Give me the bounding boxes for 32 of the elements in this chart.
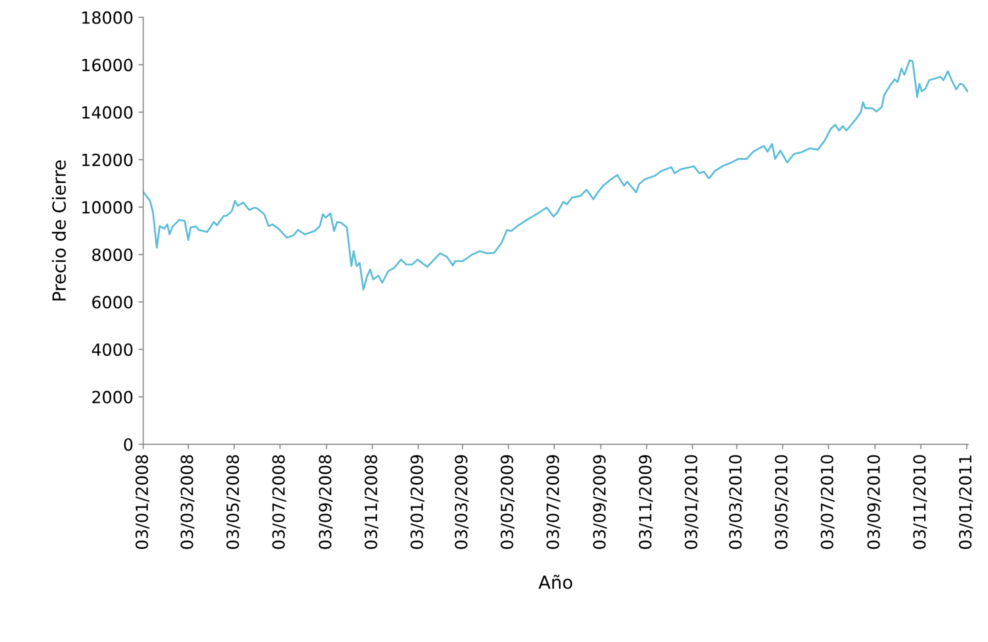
x-tick-label: 03/07/2010 [820,455,835,549]
x-tick-label: 03/01/2009 [410,455,424,549]
x-tick-label: 03/05/2008 [226,455,240,549]
y-tick-label: 10000 [82,201,132,214]
x-tick-label: 03/09/2008 [318,455,333,549]
x-tick-label: 03/05/2010 [774,455,789,549]
y-tick-label: 18000 [82,11,132,24]
y-tick-label: 0 [124,438,132,451]
y-axis-title: Precio de Cierre [52,160,66,300]
y-tick-label: 6000 [92,296,132,309]
x-tick-label: 03/01/2010 [684,455,699,549]
y-tick-label: 8000 [92,248,132,262]
x-tick-label: 03/07/2009 [546,455,560,549]
x-tick-label: 03/09/2009 [593,455,607,549]
y-tick-label: 14000 [82,106,132,119]
x-tick-label: 03/11/2008 [364,455,379,549]
x-tick-label: 03/03/2008 [180,455,194,549]
y-tick-label: 12000 [82,154,132,166]
x-tick-label: 03/07/2008 [272,455,286,549]
line-series [143,59,968,291]
x-tick-label: 03/05/2009 [500,455,515,549]
x-axis-title: Año [538,574,572,590]
y-tick-label: 16000 [82,58,132,72]
x-tick-label: 03/11/2009 [638,455,653,549]
x-tick-label: 03/03/2009 [454,455,469,549]
x-tick-label: 03/01/2008 [135,455,150,549]
y-tick-label: 4000 [92,343,132,356]
x-tick-label: 03/11/2010 [913,455,928,549]
x-tick-label: 03/03/2010 [729,455,743,549]
y-tick-label: 2000 [92,390,132,404]
x-tick-label: 03/09/2010 [867,455,882,549]
x-tick-label: 03/01/2011 [958,456,973,549]
